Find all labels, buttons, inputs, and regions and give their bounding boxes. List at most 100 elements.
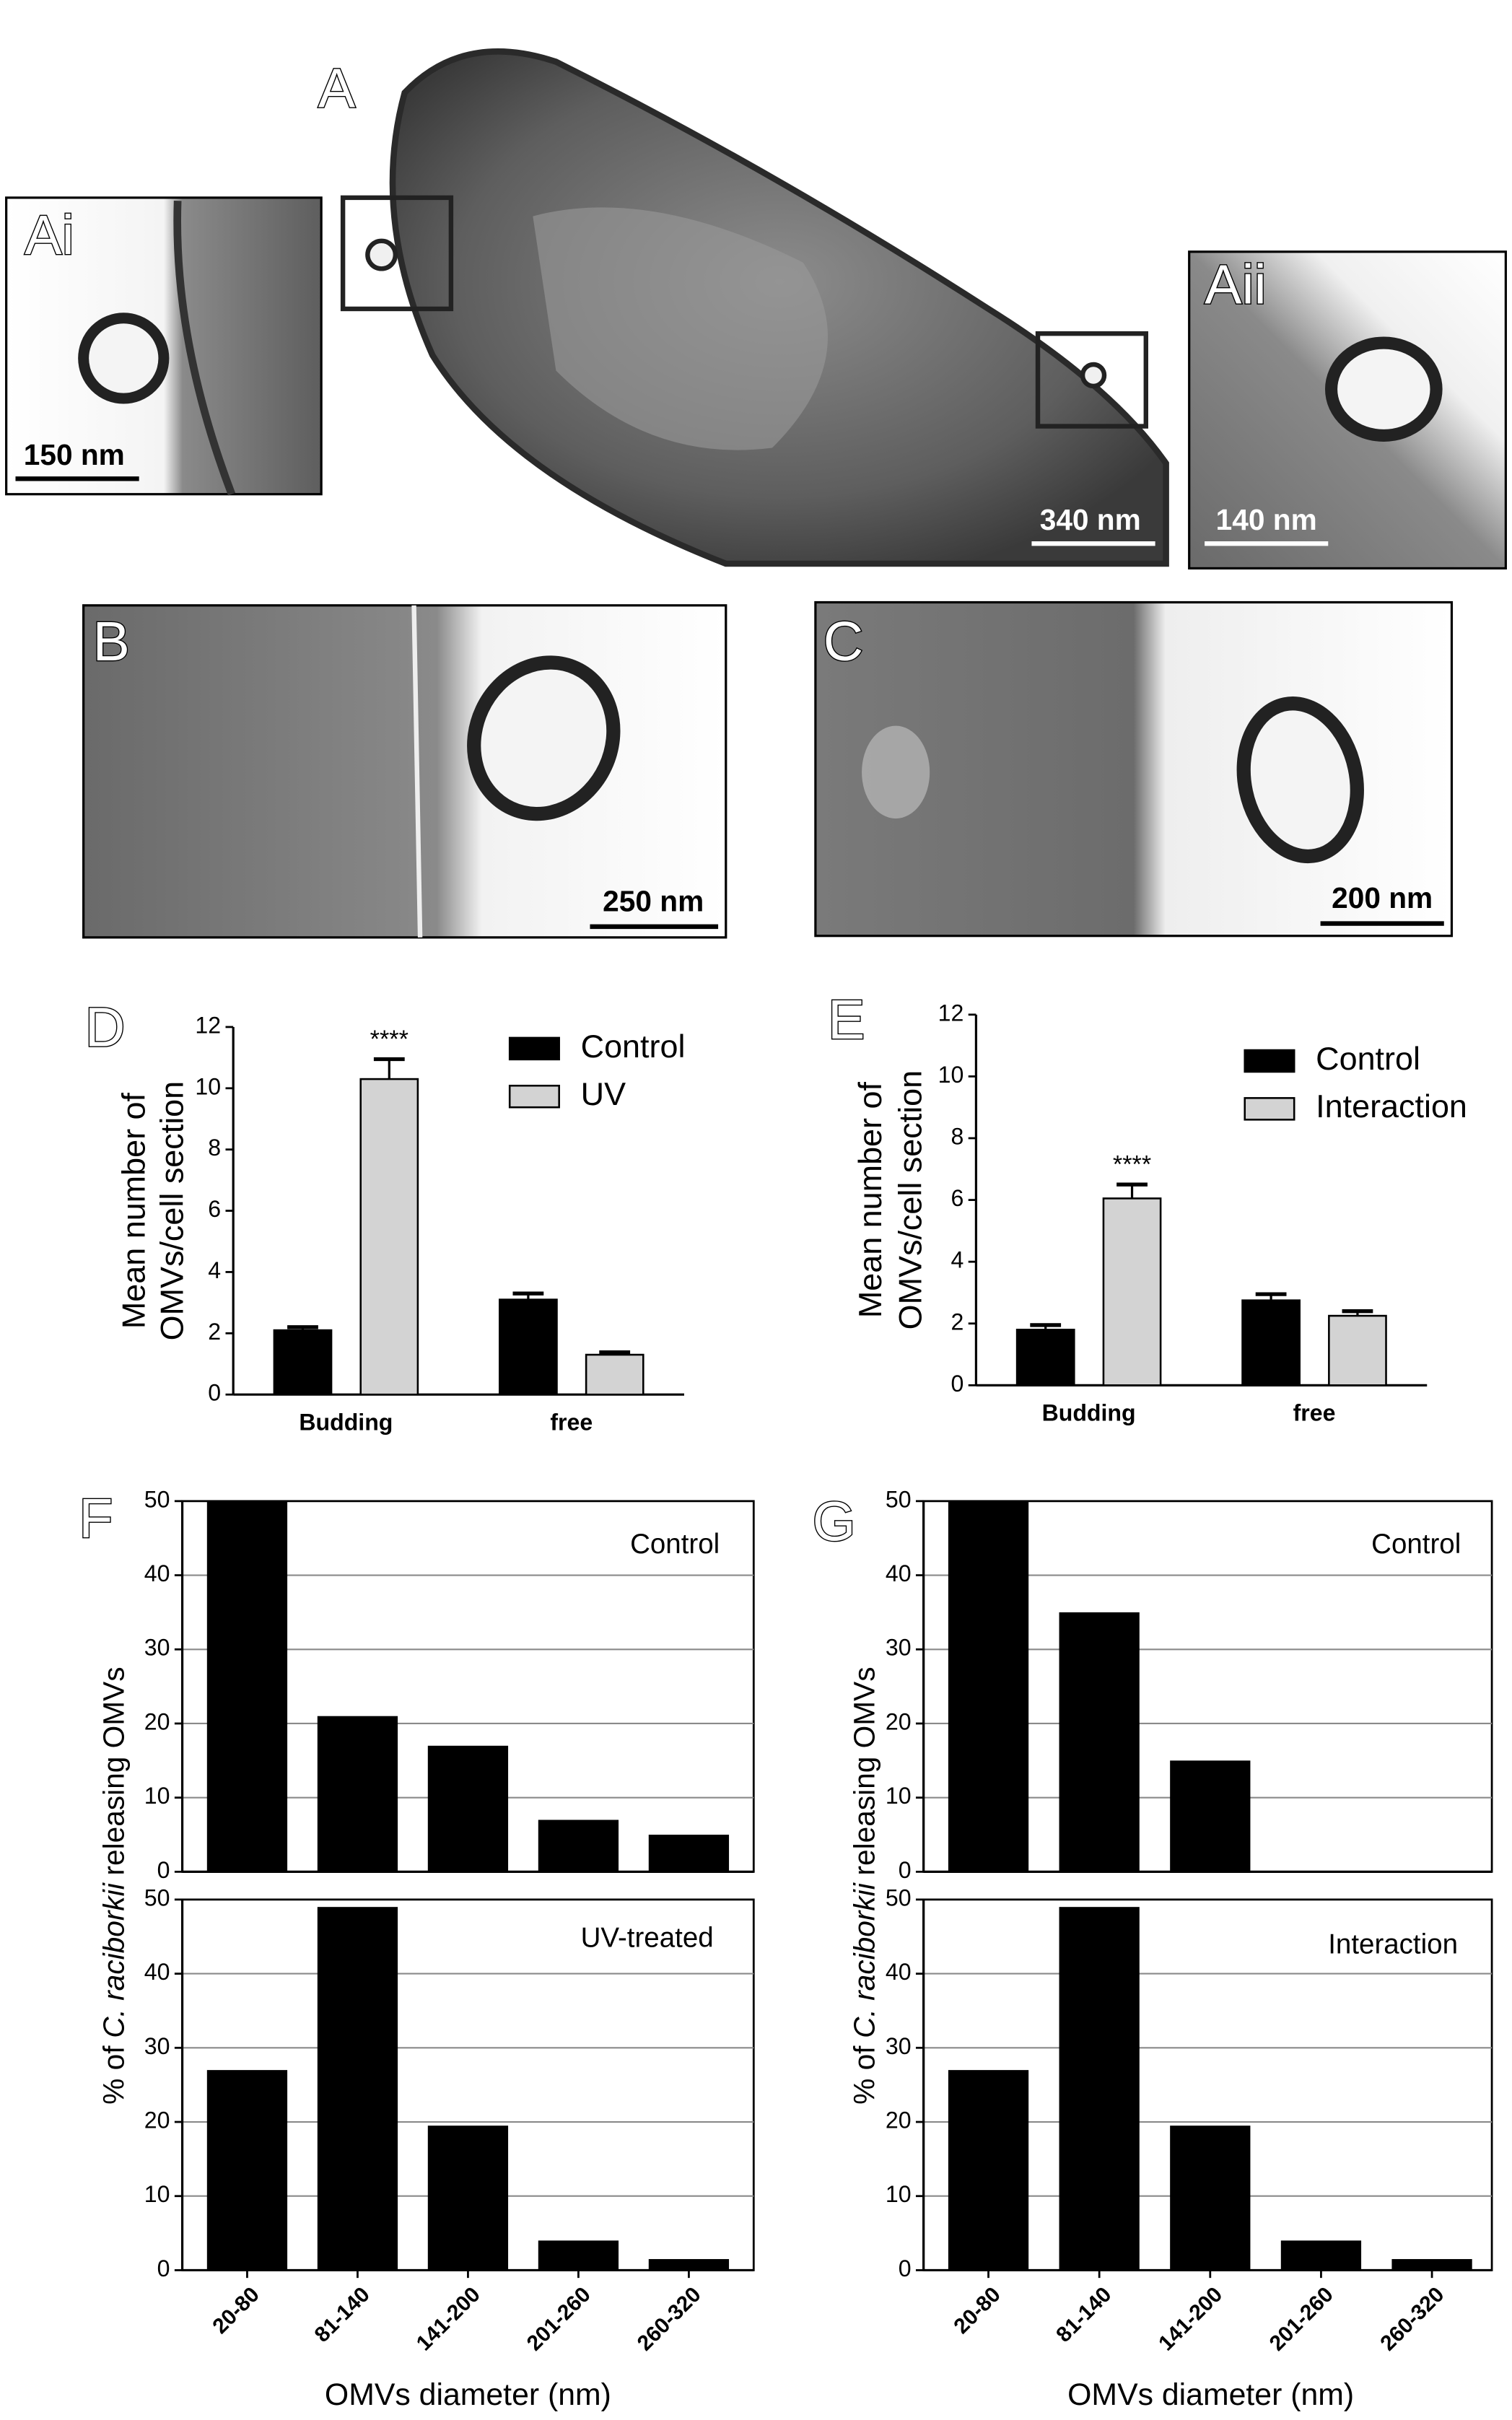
y-tick-label: 8: [208, 1135, 221, 1161]
bar: [1015, 1329, 1075, 1386]
bar: [273, 1329, 333, 1396]
legend-swatch: [508, 1084, 560, 1109]
y-tick-label: 0: [157, 1857, 170, 1883]
error-bar: [512, 1291, 544, 1300]
x-tick-label: Budding: [1042, 1400, 1136, 1426]
bar: [1280, 2240, 1362, 2271]
bar: [359, 1078, 419, 1396]
panel-label: F: [79, 1488, 113, 1550]
micrograph-a: A 340 nm: [317, 48, 1169, 567]
panel-label: Aii: [1205, 253, 1267, 315]
legend-swatch: [1244, 1097, 1295, 1121]
bar: [1241, 1299, 1301, 1386]
y-tick-label: 40: [144, 1560, 170, 1586]
x-axis-label: OMVs diameter (nm): [1067, 2377, 1354, 2412]
micrograph-c: C 200 nm: [814, 600, 1454, 938]
y-axis-label-part: releasing OMVs: [97, 1667, 130, 1875]
error-bar: [1030, 1323, 1062, 1330]
scale-bar-label: 250 nm: [603, 884, 704, 917]
y-tick-label: 30: [144, 2033, 170, 2059]
y-axis-label: OMVs/cell section: [154, 1081, 191, 1341]
bar: [1170, 2126, 1251, 2271]
error-bar: [287, 1325, 318, 1331]
bar: [1059, 1612, 1140, 1872]
x-tick-label: 260-320: [1376, 2283, 1448, 2356]
y-tick-label: 6: [208, 1196, 221, 1222]
scale-bar-label: 340 nm: [1040, 503, 1141, 536]
x-tick-label: 81-140: [310, 2283, 375, 2347]
y-tick-label: 10: [886, 1783, 912, 1809]
y-axis-label: % of C. raciborkii releasing OMVs: [97, 1667, 130, 2104]
y-tick-label: 10: [886, 2181, 912, 2207]
error-bar: [1342, 1309, 1373, 1316]
bar: [317, 1716, 398, 1872]
bar: [1328, 1314, 1387, 1386]
panel-label: A: [318, 58, 356, 120]
y-tick-label: 6: [951, 1185, 963, 1211]
y-tick-label: 20: [886, 2107, 912, 2133]
y-tick-label: 10: [195, 1073, 221, 1099]
y-tick-label: 10: [144, 1783, 170, 1809]
error-bar: [1255, 1292, 1287, 1301]
y-tick-label: 2: [208, 1319, 221, 1345]
y-tick-label: 40: [886, 1560, 912, 1586]
y-tick-label: 50: [886, 1884, 912, 1910]
legend-swatch: [508, 1036, 560, 1061]
panel-label: D: [85, 997, 126, 1059]
y-tick-label: 10: [144, 2181, 170, 2207]
x-tick-label: 201-260: [523, 2283, 595, 2356]
x-tick-label: 201-260: [1265, 2283, 1338, 2356]
bar: [948, 2070, 1029, 2271]
y-tick-label: 0: [899, 1857, 912, 1883]
x-tick-label: 20-80: [208, 2283, 263, 2338]
plot-subtitle: UV-treated: [581, 1923, 714, 1954]
y-tick-label: 50: [144, 1884, 170, 1910]
legend-label: Control: [581, 1028, 686, 1065]
scale-bar-label: 200 nm: [1332, 881, 1433, 914]
y-tick-label: 20: [144, 1708, 170, 1734]
micrograph-aii: Aii 140 nm: [1188, 250, 1507, 570]
bar: [317, 1907, 398, 2271]
y-axis-label: Mean number of: [115, 1093, 152, 1329]
bar: [648, 1835, 730, 1872]
y-axis-label-part: releasing OMVs: [847, 1667, 880, 1875]
y-tick-label: 2: [951, 1309, 963, 1335]
legend-label: Control: [1316, 1040, 1420, 1077]
bar: [1391, 2259, 1472, 2271]
micrograph-ai: Ai 150 nm: [5, 196, 323, 496]
x-tick-label: 141-200: [1154, 2283, 1227, 2356]
y-axis-label: Mean number of: [852, 1082, 888, 1319]
scale-bar-label: 140 nm: [1216, 503, 1317, 536]
bar: [648, 2259, 730, 2271]
error-bar: [599, 1350, 631, 1355]
panel-label: G: [813, 1490, 856, 1552]
y-axis-label-part: % of: [97, 2045, 130, 2105]
legend-label: Interaction: [1316, 1088, 1467, 1124]
x-tick-label: 260-320: [633, 2283, 706, 2356]
y-tick-label: 0: [208, 1380, 221, 1406]
y-tick-label: 10: [938, 1062, 964, 1088]
y-tick-label: 30: [886, 2033, 912, 2059]
scale-bar-label: 150 nm: [24, 438, 125, 471]
bar: [948, 1501, 1029, 1872]
panel-label: Ai: [25, 204, 74, 266]
y-tick-label: 50: [144, 1486, 170, 1512]
error-bar: [1116, 1182, 1148, 1199]
bar: [538, 1820, 619, 1872]
bar: [585, 1353, 644, 1396]
y-tick-label: 12: [938, 1000, 964, 1026]
legend-swatch: [1244, 1049, 1295, 1073]
error-bar: [373, 1057, 405, 1080]
y-tick-label: 30: [144, 1635, 170, 1661]
significance-marker: ****: [370, 1026, 408, 1053]
y-tick-label: 40: [886, 1959, 912, 1985]
plot-subtitle: Control: [630, 1529, 720, 1560]
bar: [206, 1501, 288, 1872]
y-tick-label: 20: [886, 1708, 912, 1734]
y-axis-label-part: C. raciborkii: [97, 1882, 130, 2038]
y-tick-label: 50: [886, 1486, 912, 1512]
bar: [427, 1745, 509, 1872]
panel-label: E: [828, 989, 865, 1051]
x-tick-label: 20-80: [949, 2283, 1005, 2338]
